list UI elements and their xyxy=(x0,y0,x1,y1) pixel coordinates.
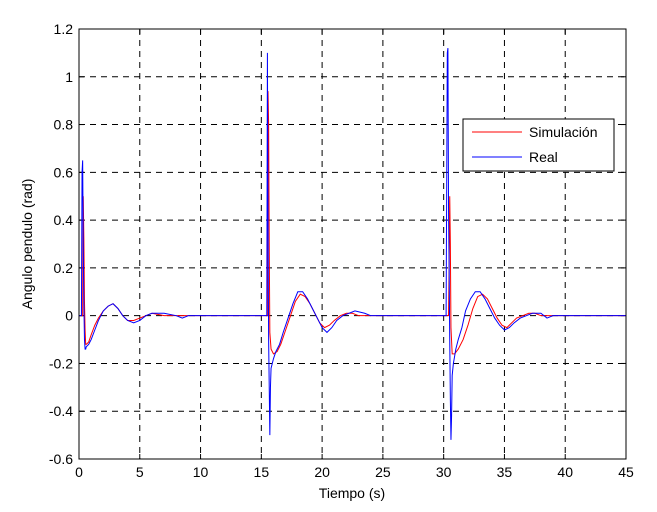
y-tick-label: -0.2 xyxy=(49,355,73,371)
legend-box xyxy=(462,118,615,172)
x-tick-label: 0 xyxy=(75,464,83,480)
x-tick-label: 20 xyxy=(314,464,330,480)
y-tick-label: 0.2 xyxy=(54,260,74,276)
x-tick-label: 25 xyxy=(375,464,391,480)
y-tick-label: 1 xyxy=(65,69,73,85)
series-group xyxy=(79,48,626,440)
y-tick-label: 0 xyxy=(65,308,73,324)
x-tick-label: 45 xyxy=(618,464,634,480)
y-tick-label: -0.4 xyxy=(49,403,73,419)
legend: Simulación Real xyxy=(462,118,615,172)
tick-labels: 0 5 10 15 20 25 30 35 40 45 -0.6 -0.4 -0.2 0 0.2 0.4 0.6… xyxy=(49,21,634,480)
legend-label-simulacion: Simulación xyxy=(529,124,597,140)
series-line-real xyxy=(79,48,626,440)
x-tick-label: 30 xyxy=(436,464,452,480)
x-tick-label: 15 xyxy=(254,464,270,480)
x-tick-label: 35 xyxy=(497,464,513,480)
legend-label-real: Real xyxy=(529,149,558,165)
y-tick-label: 0.6 xyxy=(54,164,74,180)
axes-box xyxy=(78,28,627,460)
y-tick-label: -0.6 xyxy=(49,451,73,467)
y-tick-label: 0.8 xyxy=(54,117,74,133)
y-tick-label: 0.4 xyxy=(54,212,74,228)
y-tick-label: 1.2 xyxy=(54,21,74,37)
y-axis-label: Angulo pendulo (rad) xyxy=(19,179,35,310)
x-axis-label: Tiempo (s) xyxy=(319,485,385,501)
plot-area xyxy=(79,29,626,459)
x-tick-label: 5 xyxy=(136,464,144,480)
x-tick-label: 10 xyxy=(193,464,209,480)
x-tick-label: 40 xyxy=(557,464,573,480)
